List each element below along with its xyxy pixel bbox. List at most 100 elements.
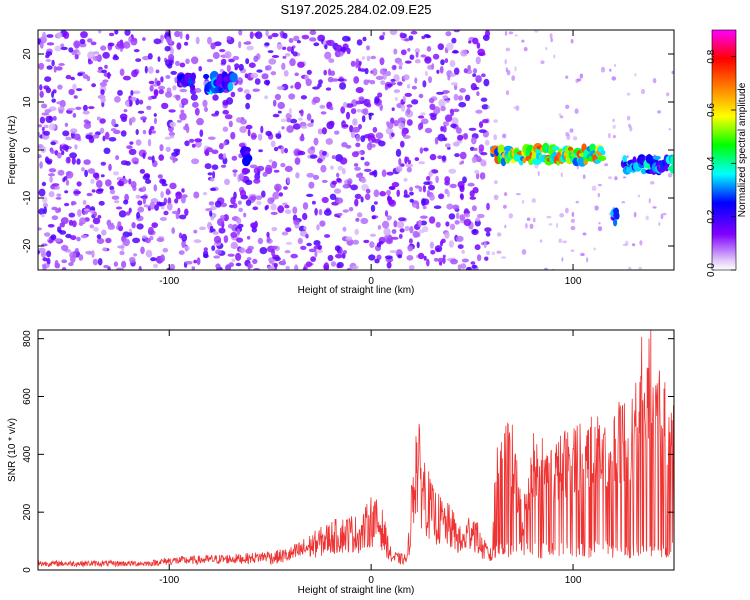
- spectrogram-cell: [47, 224, 55, 228]
- spectrogram-cell: [270, 71, 277, 76]
- spectrogram-cells: [38, 30, 674, 270]
- spectrogram-cell: [415, 51, 419, 58]
- spectrogram-cell: [474, 169, 480, 174]
- spectrogram-cell: [181, 240, 186, 248]
- spectrogram-cell: [273, 146, 279, 152]
- spectrogram-cell: [448, 240, 455, 248]
- spectrogram-cell: [429, 241, 434, 249]
- spectrogram-cell: [246, 45, 254, 51]
- spectrogram-cell: [220, 58, 227, 65]
- spectrogram-cell: [58, 109, 64, 114]
- spectrogram-cell: [82, 74, 89, 79]
- spectrogram-cell: [349, 125, 354, 133]
- spectrogram-cell: [92, 134, 100, 139]
- spectrogram-cell: [168, 54, 175, 61]
- spectrogram-cell: [345, 111, 351, 120]
- spectrogram-cell: [76, 236, 81, 242]
- spectrogram-feature: [522, 157, 527, 164]
- spectrogram-cell: [167, 63, 173, 69]
- spectrogram-cell: [42, 31, 47, 39]
- spectrogram-cell: [311, 200, 316, 205]
- spectrogram-cell: [475, 56, 481, 65]
- spectrogram-cell: [85, 250, 93, 255]
- spectrogram-cell: [140, 116, 148, 121]
- spectrogram-cell: [445, 221, 450, 227]
- spectrogram-cell: [54, 238, 62, 243]
- spectrogram-cell: [83, 208, 90, 212]
- spectrogram-cell: [360, 156, 365, 161]
- spectrogram-cell: [247, 129, 251, 137]
- spectrogram-cell: [184, 41, 189, 46]
- spectrogram-cell: [45, 115, 54, 124]
- spectrogram-cell: [169, 263, 176, 270]
- spectrogram-cell: [657, 110, 662, 114]
- spectrogram-cell: [388, 186, 396, 190]
- snr-ytick-label: 0: [22, 567, 33, 573]
- spectrogram-cell: [598, 222, 601, 225]
- spectrogram-cell: [226, 97, 234, 105]
- spectrogram-cell: [365, 188, 371, 194]
- spectrogram-cell: [363, 239, 370, 244]
- spectrogram-cell: [218, 227, 226, 234]
- spectrogram-cell: [248, 62, 256, 68]
- spectrogram-cell: [340, 46, 348, 53]
- spectrogram-cell: [459, 161, 463, 165]
- spectrogram-cell: [245, 248, 253, 254]
- spectrogram-cell: [393, 120, 399, 127]
- spectrogram-cell: [309, 30, 317, 36]
- spectrogram-cell: [350, 108, 357, 115]
- spectrogram-cell: [226, 36, 232, 41]
- spectrogram-cell: [478, 129, 487, 134]
- spectrogram-cell: [250, 72, 259, 79]
- spectrogram-cell: [119, 48, 123, 52]
- spectrogram-cell: [470, 261, 476, 265]
- spectrogram-cell: [128, 207, 132, 214]
- spectrogram-cell: [442, 121, 450, 127]
- spectrogram-cell: [117, 245, 125, 249]
- spectrogram-cell: [428, 184, 435, 191]
- spectrogram-cell: [214, 41, 222, 47]
- spectrogram-cell: [384, 255, 393, 260]
- spectrogram-cell: [136, 223, 144, 230]
- spectrogram-cell: [355, 61, 359, 69]
- snr-ytick-label: 600: [22, 388, 33, 405]
- spectrogram-cell: [285, 241, 293, 245]
- spectrogram-cell: [91, 189, 96, 193]
- spectrogram-cell: [38, 188, 46, 197]
- spectrogram-cell: [482, 119, 489, 124]
- spectrogram-cell: [463, 133, 469, 140]
- spectrogram-cell: [90, 41, 97, 46]
- spectrogram-cell: [548, 223, 553, 226]
- spectrogram-cell: [96, 180, 103, 188]
- spectrogram-cell: [312, 96, 321, 104]
- spectrogram-cell: [128, 232, 133, 237]
- spectrogram-cell: [251, 227, 257, 233]
- spectrogram-cell: [161, 183, 168, 187]
- spectrogram-cell: [204, 106, 208, 113]
- spectrogram-cell: [65, 156, 71, 164]
- spectrogram-cell: [491, 251, 496, 256]
- spectrogram-cell: [560, 172, 563, 178]
- spectrogram-cell: [667, 172, 673, 178]
- spectrogram-cell: [486, 202, 490, 211]
- spectrogram-cell: [414, 77, 418, 84]
- spectrogram-cell: [288, 107, 292, 115]
- spectrogram-cell: [416, 241, 420, 249]
- spectrogram-cell: [164, 45, 171, 52]
- spectrogram-cell: [431, 63, 435, 70]
- spectrogram-cell: [321, 127, 327, 135]
- spectrogram-cell: [330, 70, 336, 76]
- spectrogram-cell: [430, 114, 437, 121]
- spectrogram-cell: [147, 138, 152, 147]
- spectrogram-cell: [442, 95, 449, 100]
- spectrogram-cell: [393, 220, 398, 228]
- snr-xtick-label: 100: [565, 575, 582, 586]
- spectrogram-cell: [284, 209, 292, 215]
- spectrogram-cell: [418, 161, 426, 165]
- spectrogram-cell: [312, 86, 320, 90]
- spectrogram-cell: [294, 81, 302, 90]
- spectrogram-cell: [193, 239, 202, 244]
- spectrogram-cell: [529, 223, 534, 229]
- spectrogram-cell: [341, 168, 346, 175]
- spectrogram-cell: [232, 55, 240, 61]
